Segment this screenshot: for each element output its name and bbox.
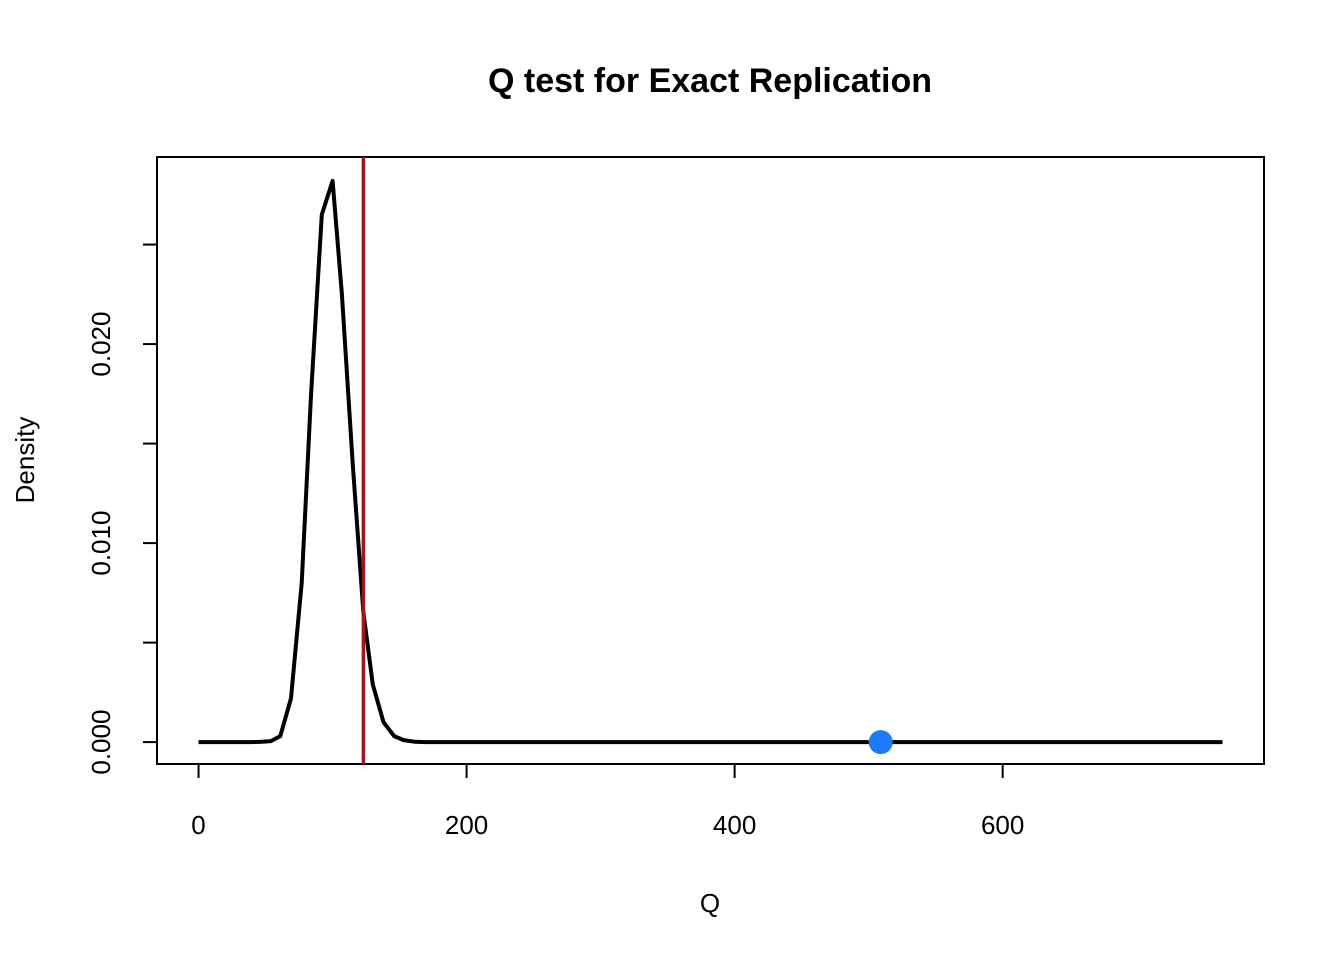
y-tick-label: 0.000: [86, 710, 116, 775]
x-tick-label: 400: [713, 810, 756, 840]
y-tick-label: 0.020: [86, 312, 116, 377]
x-tick-label: 0: [191, 810, 205, 840]
plot-marks: [198, 157, 1223, 764]
plot-frame: [156, 156, 1265, 765]
x-axis: 0 200 400 600: [191, 763, 1024, 840]
x-tick-label: 200: [445, 810, 488, 840]
y-tick-label: 0.010: [86, 511, 116, 576]
x-axis-label: Q: [700, 888, 720, 918]
density-line: [198, 178, 1223, 745]
y-axis-label: Density: [10, 417, 40, 504]
y-axis: 0.000 0.010 0.020: [86, 243, 158, 775]
chart-title: Q test for Exact Replication: [488, 62, 932, 100]
x-tick-label: 600: [981, 810, 1024, 840]
observed-q-point: [868, 730, 893, 755]
